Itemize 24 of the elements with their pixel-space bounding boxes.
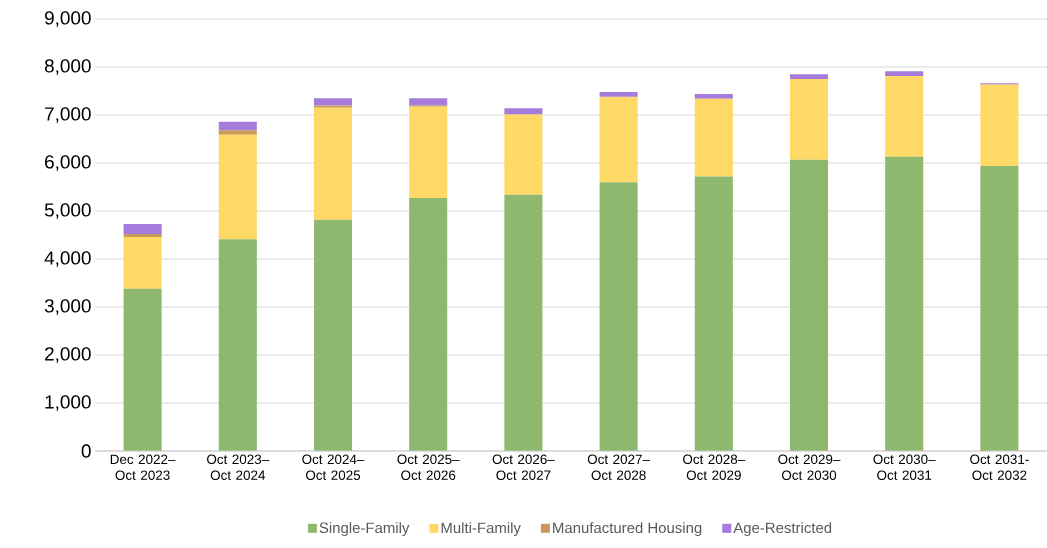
y-tick-label: 9,000 bbox=[45, 11, 91, 27]
x-tick-label: Oct 2030– Oct 2031 bbox=[873, 454, 936, 480]
y-tick-label: 3,000 bbox=[44, 299, 91, 315]
y-tick-label: 7,000 bbox=[45, 107, 91, 123]
x-tick-label: Oct 2024– Oct 2025 bbox=[302, 454, 365, 480]
y-tick-label: 6,000 bbox=[45, 155, 91, 171]
y-tick-label: 2,000 bbox=[45, 347, 91, 363]
legend-label: Single-Family bbox=[319, 522, 410, 537]
y-tick-label: 5,000 bbox=[44, 203, 91, 219]
y-tick-label: 8,000 bbox=[44, 59, 91, 75]
x-tick-label: Oct 2031- Oct 2032 bbox=[970, 454, 1029, 480]
legend-label: Multi-Family bbox=[441, 522, 521, 537]
x-tick-label: Oct 2023– Oct 2024 bbox=[207, 454, 270, 480]
legend-label: Age-Restricted bbox=[733, 522, 832, 537]
x-tick-label: Oct 2028– Oct 2029 bbox=[683, 454, 746, 480]
y-tick-label: 4,000 bbox=[44, 251, 91, 267]
legend-label: Manufactured Housing bbox=[553, 522, 702, 537]
x-tick-label: Oct 2026– Oct 2027 bbox=[492, 454, 555, 480]
x-tick-label: Oct 2025– Oct 2026 bbox=[397, 454, 460, 480]
x-tick-label: Oct 2029– Oct 2030 bbox=[778, 454, 841, 480]
y-tick-label: 1,000 bbox=[45, 395, 91, 411]
y-tick-label: 0 bbox=[81, 444, 91, 458]
x-tick-label: Oct 2027– Oct 2028 bbox=[587, 454, 650, 480]
x-tick-label: Dec 2022– Oct 2023 bbox=[110, 454, 176, 480]
